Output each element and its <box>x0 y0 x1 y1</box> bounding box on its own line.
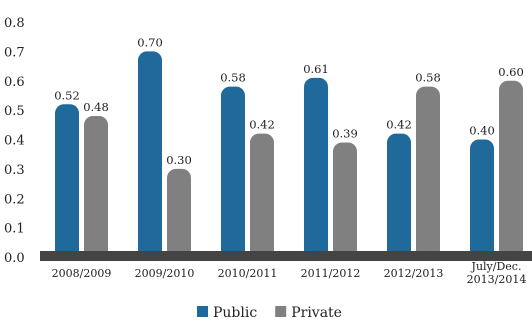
bar-public-5 <box>387 133 411 259</box>
y-tick-label: 0.3 <box>4 163 25 178</box>
bar-public-3 <box>221 86 245 259</box>
y-tick-label: 0.1 <box>4 222 25 237</box>
value-label-private-2: 0.30 <box>166 153 192 167</box>
bar-private-3 <box>250 133 274 259</box>
bar-private-2 <box>167 168 191 259</box>
y-tick-label: 0.7 <box>4 45 25 60</box>
y-tick-label: 0.6 <box>4 75 25 90</box>
value-label-private-6: 0.60 <box>498 65 524 79</box>
bar-public-1 <box>55 104 79 259</box>
value-label-public-6: 0.40 <box>469 124 495 138</box>
value-label-public-4: 0.61 <box>303 62 329 76</box>
bar-private-6 <box>499 80 523 259</box>
bar-private-5 <box>416 86 440 259</box>
value-label-public-3: 0.58 <box>220 71 246 85</box>
bar-public-6 <box>470 139 494 259</box>
bar-public-4 <box>304 77 328 259</box>
x-category-label: 2011/2012 <box>301 267 361 280</box>
legend: Public Private <box>197 305 342 321</box>
legend-label-private: Private <box>291 305 342 321</box>
y-axis-ticks: 0.0 0.1 0.2 0.3 0.4 0.5 0.6 0.7 0.8 <box>4 16 25 266</box>
bar-private-4 <box>333 142 357 259</box>
bar-public-2 <box>138 51 162 259</box>
y-tick-label: 0.0 <box>4 251 25 266</box>
y-tick-label: 0.8 <box>4 16 25 31</box>
y-tick-label: 0.4 <box>4 134 25 149</box>
legend-swatch-private <box>275 306 287 317</box>
value-label-public-5: 0.42 <box>386 118 412 132</box>
legend-label-public: Public <box>213 305 257 321</box>
x-axis-labels: 2008/2009 2009/2010 2010/2011 2011/2012 2012… <box>52 260 527 286</box>
value-label-public-2: 0.70 <box>137 35 163 49</box>
x-axis-baseline <box>40 251 532 261</box>
value-labels: 0.520.48 0.70 0.30 0.58 0.42 0.61 0.39 0.42 0.58… <box>54 35 524 167</box>
bars <box>55 51 523 259</box>
value-label-private-1: 0.48 <box>83 100 109 114</box>
value-label-private-4: 0.39 <box>332 126 358 140</box>
y-tick-label: 0.2 <box>4 192 25 207</box>
value-label-public-1: 0.52 <box>54 88 80 102</box>
bar-private-1 <box>84 116 108 259</box>
value-label-private-3: 0.42 <box>249 118 275 132</box>
legend-swatch-public <box>197 306 208 317</box>
x-category-label: July/Dec. 2013/2014 <box>467 260 527 286</box>
value-label-private-5: 0.58 <box>415 71 441 85</box>
x-category-label: 2008/2009 <box>52 267 112 280</box>
x-category-label: 2010/2011 <box>218 267 278 280</box>
y-tick-label: 0.5 <box>4 104 25 119</box>
x-category-label: 2012/2013 <box>384 267 444 280</box>
x-category-label: 2009/2010 <box>135 267 195 280</box>
